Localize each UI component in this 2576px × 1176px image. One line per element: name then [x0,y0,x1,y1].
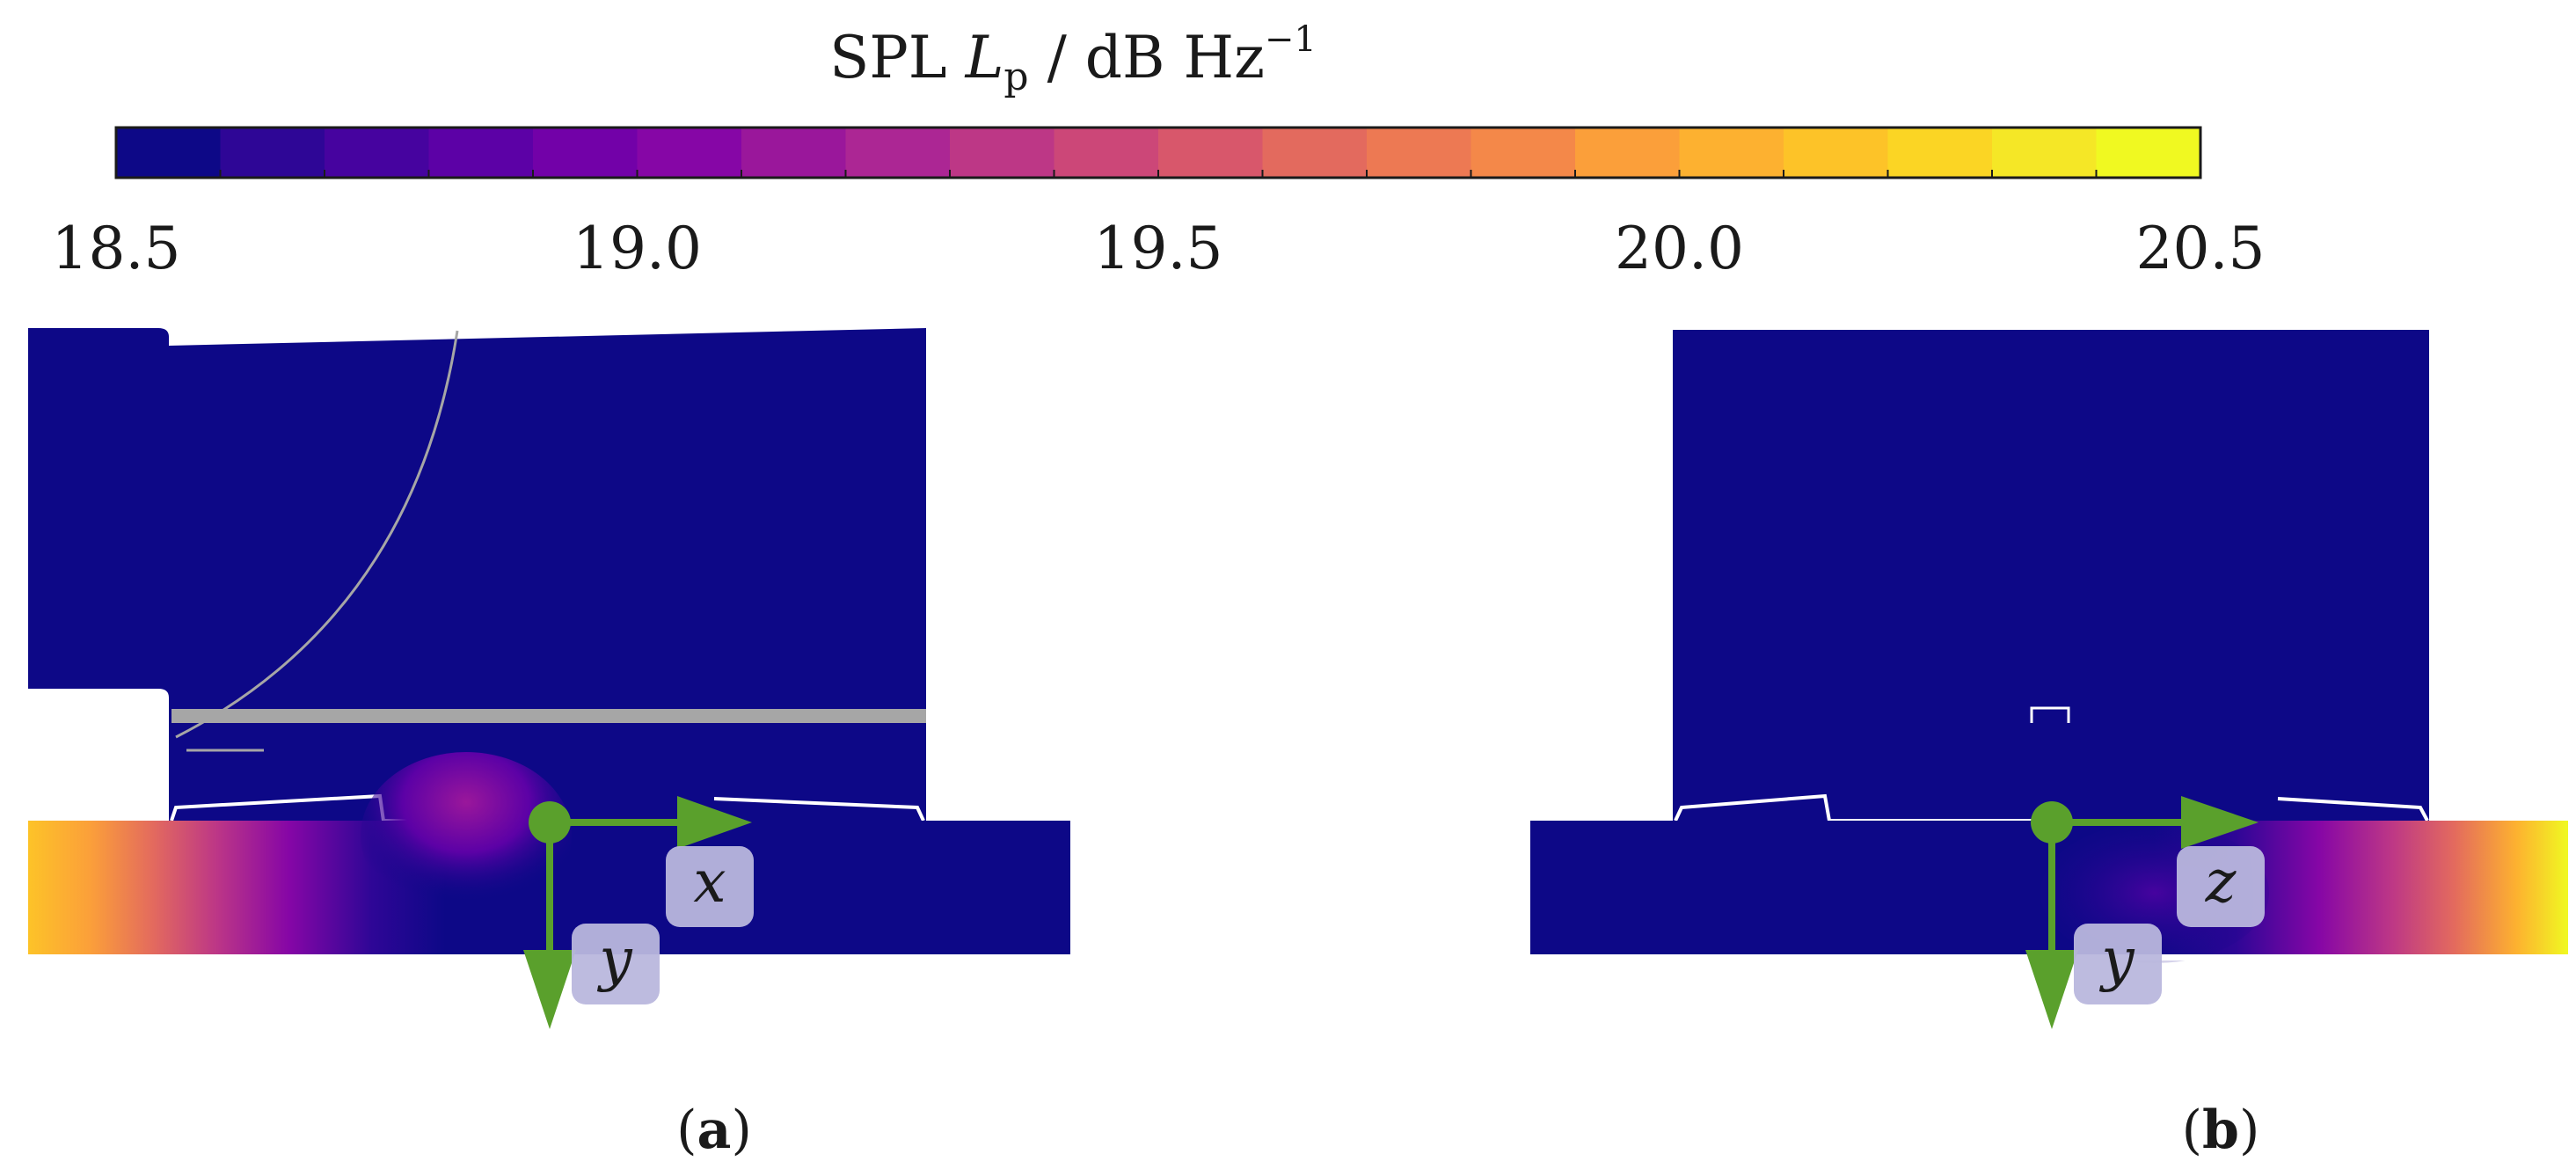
panel-b-z-arrowhead [2181,796,2259,849]
panel-b-caption: (b) [2182,1099,2260,1161]
panel-b-z-label: z [2205,848,2237,916]
colorbar-segment [845,128,951,178]
panel-b-y-arrowhead [2025,950,2078,1029]
panel-a-x-label: x [693,848,726,916]
colorbar-segment [1575,128,1680,178]
colorbar-segment [1784,128,1888,178]
colorbar-ticks: 18.5 19.0 19.5 20.0 20.5 [52,215,2266,282]
panel-a-caption: (a) [676,1099,752,1161]
colorbar: SPL Lp / dB Hz−1 18.5 19.0 19.5 20.0 20.5 [52,19,2266,282]
colorbar-tick-label: 20.5 [2136,215,2266,282]
panel-a-radiation-arc [175,330,459,739]
panel-b-z-label-bg [2177,846,2265,927]
colorbar-segment [1887,128,1993,178]
panel-b-axes: z y [2025,796,2265,1029]
colorbar-segment [637,128,742,178]
colorbar-segment [950,128,1054,178]
panel-b: z y (b) [1530,330,2568,1161]
panel-a-origin [529,801,571,844]
colorbar-segment [1158,128,1263,178]
colorbar-segment [1367,128,1471,178]
panel-a-x-arrowhead [677,796,752,849]
colorbar-segment [533,128,638,178]
panel-b-probe [2030,706,2070,723]
colorbar-segment [1470,128,1576,178]
colorbar-segment [1992,128,2097,178]
colorbar-tick-label: 19.0 [573,215,702,282]
colorbar-segment [2096,128,2201,178]
colorbar-segment [325,128,429,178]
panel-a-upper-domain-top [28,328,169,346]
panel-b-y-label: y [2098,925,2135,993]
panel-a-y-arrowhead [523,950,576,1029]
panel-a-plate [171,709,926,723]
colorbar-tick-label: 18.5 [52,215,181,282]
panel-a-upper-domain [28,328,926,821]
colorbar-title: SPL Lp / dB Hz−1 [829,19,1317,99]
panel-b-y-label-bg [2074,924,2162,1004]
colorbar-segment [220,128,325,178]
colorbar-tick-label: 20.0 [1615,215,1744,282]
panel-a: x y (a) [28,328,1070,1161]
colorbar-segments [116,128,2201,178]
colorbar-segment [741,128,846,178]
panel-a-y-label-bg [572,924,660,1004]
colorbar-segment [428,128,534,178]
colorbar-segment [116,128,221,178]
panel-a-pressure-lobe [361,752,572,919]
panel-b-upper-domain [1673,330,2429,821]
panel-a-y-label: y [596,925,632,993]
colorbar-tick-label: 19.5 [1094,215,1223,282]
panel-b-origin [2031,801,2073,844]
panel-a-axes: x y [523,796,754,1029]
colorbar-segment [1262,128,1368,178]
colorbar-segment [1054,128,1159,178]
panel-a-x-label-bg [666,846,754,927]
colorbar-segment [1679,128,1784,178]
colorbar-frame [114,126,2202,179]
